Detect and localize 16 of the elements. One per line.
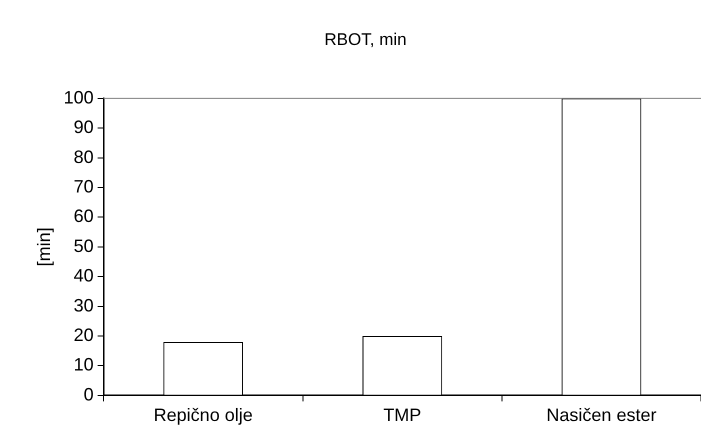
y-tick-label: 30: [74, 295, 94, 316]
y-tick-label: 40: [74, 266, 94, 286]
chart-title: RBOT, min: [324, 30, 407, 49]
x-tick-label: Repično olje: [154, 405, 253, 426]
x-tick-label: TMP: [383, 405, 422, 426]
y-tick-label: 100: [64, 87, 94, 108]
y-axis-title: [min]: [34, 227, 54, 266]
x-tick-label: Nasičen ester: [546, 405, 656, 426]
y-tick-label: 90: [74, 117, 94, 138]
y-tick-label: 80: [74, 146, 94, 167]
y-tick-label: 60: [74, 206, 94, 226]
y-tick-label: 10: [74, 354, 94, 375]
y-tick-label: 70: [74, 176, 94, 196]
y-tick-label: 50: [74, 236, 94, 256]
y-tick-label: 20: [74, 324, 94, 345]
y-tick-label: 0: [84, 384, 94, 404]
